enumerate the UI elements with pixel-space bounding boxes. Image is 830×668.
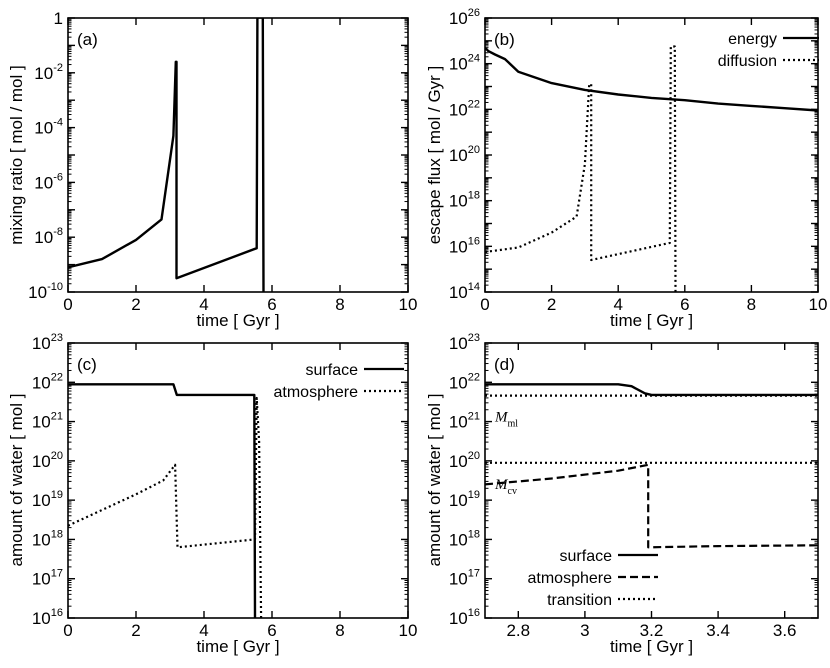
x-tick-label: 4 xyxy=(199,295,208,314)
y-tick-label: 1014 xyxy=(449,281,480,302)
legend-label: transition xyxy=(547,592,612,609)
x-tick-label: 0 xyxy=(63,295,72,314)
x-tick-label: 0 xyxy=(480,295,489,314)
y-tick-label: 1018 xyxy=(32,528,63,549)
x-tick-label: 6 xyxy=(680,295,689,314)
y-tick-label: 1016 xyxy=(32,607,63,628)
y-tick-label: 10-2 xyxy=(34,62,63,83)
y-tick-label: 1020 xyxy=(32,450,63,471)
y-tick-label: 1016 xyxy=(449,235,480,256)
series-line-mixing-ratio xyxy=(68,18,265,292)
y-tick-label: 1017 xyxy=(32,568,63,589)
x-tick-label: 0 xyxy=(63,621,72,640)
x-axis-label: time [ Gyr ] xyxy=(196,637,279,656)
x-tick-label: 10 xyxy=(809,295,828,314)
panel-c: 0 2 4 6 8 10 1016 1017 1018 1019 1020 1021 1022 1023 t… xyxy=(7,332,417,656)
series-line-energy xyxy=(485,46,818,112)
legend-label: atmosphere xyxy=(274,384,359,401)
x-tick-label: 4 xyxy=(199,621,208,640)
y-tick-label: 1021 xyxy=(32,411,63,432)
x-tick-label: 4 xyxy=(613,295,622,314)
y-axis-label: mixing ratio [ mol / mol ] xyxy=(7,65,26,245)
y-tick-label: 10-10 xyxy=(28,281,63,302)
legend-label: diffusion xyxy=(718,53,777,70)
y-tick-label: 1022 xyxy=(32,371,63,392)
x-tick-label: 3.6 xyxy=(773,621,797,640)
y-tick-label: 1022 xyxy=(449,371,480,392)
x-tick-label: 10 xyxy=(399,621,418,640)
series-line-surface xyxy=(68,383,257,618)
y-tick-label: 1017 xyxy=(449,568,480,589)
x-tick-label: 3 xyxy=(580,621,589,640)
y-tick-label: 1022 xyxy=(449,98,480,119)
legend-label: surface xyxy=(560,548,613,565)
panel-label: (d) xyxy=(494,355,515,374)
panel-label: (b) xyxy=(494,30,515,49)
x-tick-label: 8 xyxy=(747,295,756,314)
x-tick-label: 2.8 xyxy=(506,621,530,640)
series-line-atmosphere xyxy=(485,463,818,549)
x-tick-label: 3.2 xyxy=(640,621,664,640)
legend-label: atmosphere xyxy=(528,570,613,587)
y-axis-label: escape flux [ mol / Gyr ] xyxy=(425,66,444,245)
x-tick-label: 8 xyxy=(335,621,344,640)
y-tick-label: 1023 xyxy=(449,332,480,353)
series-line-diffusion xyxy=(485,45,677,292)
y-tick-label: 10-4 xyxy=(34,117,63,138)
y-tick-label: 10-8 xyxy=(34,226,63,247)
y-tick-label: 1016 xyxy=(449,607,480,628)
y-axis-label: amount of water [ mol ] xyxy=(7,394,26,567)
plot-frame xyxy=(67,17,409,293)
panel-label: (a) xyxy=(77,30,98,49)
x-tick-label: 2 xyxy=(131,621,140,640)
x-axis-label: time [ Gyr ] xyxy=(196,311,279,330)
y-tick-label: 1021 xyxy=(449,411,480,432)
plot-frame xyxy=(67,342,409,619)
panel-a: 0 2 4 6 8 10 10-10 10-8 10-6 10-4 10-2 1 time [ Gyr … xyxy=(7,9,417,330)
x-axis-label: time [ Gyr ] xyxy=(610,637,693,656)
x-tick-label: 2 xyxy=(131,295,140,314)
series-line-atmosphere xyxy=(68,396,263,618)
x-axis-label: time [ Gyr ] xyxy=(610,311,693,330)
y-axis-label: amount of water [ mol ] xyxy=(425,394,444,567)
threshold-label: Mcv xyxy=(494,477,517,497)
y-tick-label: 1018 xyxy=(449,190,480,211)
x-tick-label: 6 xyxy=(267,295,276,314)
panel-label: (c) xyxy=(77,355,97,374)
legend-label: surface xyxy=(306,362,359,379)
threshold-label: Mml xyxy=(494,410,518,430)
legend-label: energy xyxy=(728,31,777,48)
y-tick-label: 1019 xyxy=(449,489,480,510)
panel-b: 0 2 4 6 8 10 1014 1016 1018 1020 1022 1024 1026 time … xyxy=(425,7,827,330)
y-tick-label: 1 xyxy=(54,9,63,28)
y-tick-label: 1020 xyxy=(449,144,480,165)
series-line-surface xyxy=(485,383,818,397)
y-tick-label: 1023 xyxy=(32,332,63,353)
x-tick-label: 6 xyxy=(267,621,276,640)
x-tick-label: 10 xyxy=(399,295,418,314)
x-tick-label: 8 xyxy=(335,295,344,314)
y-tick-label: 1019 xyxy=(32,489,63,510)
y-tick-label: 10-6 xyxy=(34,171,63,192)
y-tick-label: 1026 xyxy=(449,7,480,28)
x-tick-label: 3.4 xyxy=(706,621,730,640)
x-tick-label: 2 xyxy=(547,295,556,314)
panel-d: 2.8 3 3.2 3.4 3.6 1016 1017 1018 1019 1020 1021 102… xyxy=(425,332,819,656)
y-tick-label: 1024 xyxy=(449,53,480,74)
y-tick-label: 1020 xyxy=(449,450,480,471)
y-tick-label: 1018 xyxy=(449,528,480,549)
